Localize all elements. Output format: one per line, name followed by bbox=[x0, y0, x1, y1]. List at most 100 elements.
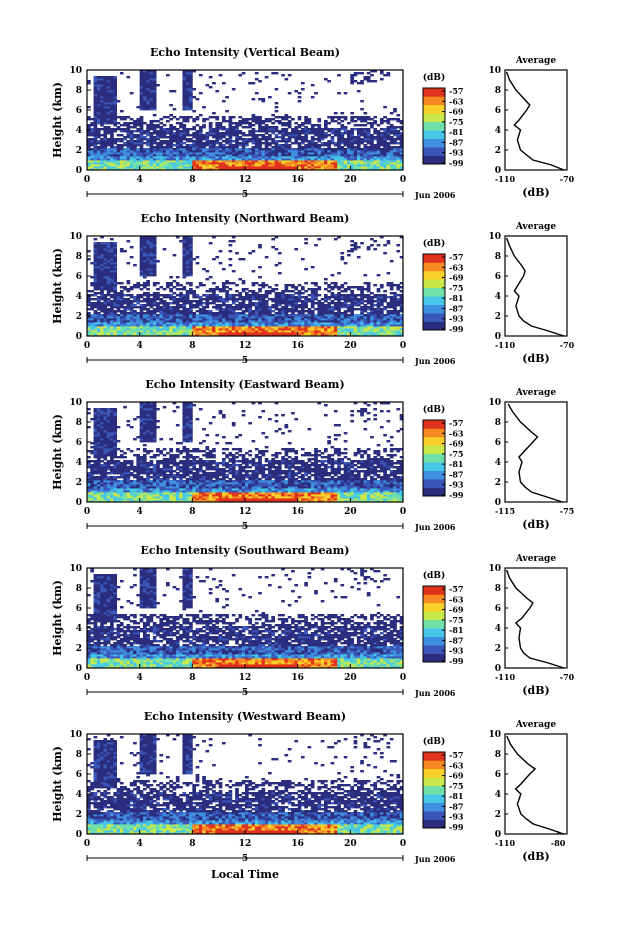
heatmap-cell bbox=[206, 84, 210, 86]
heatmap-cell bbox=[367, 72, 371, 74]
heatmap-cell bbox=[202, 302, 206, 304]
heatmap-cell bbox=[123, 142, 127, 144]
heatmap-cell bbox=[153, 114, 157, 116]
heatmap-cell bbox=[163, 116, 167, 118]
x-tick-label: 12 bbox=[239, 175, 252, 185]
heatmap-cell bbox=[396, 146, 400, 148]
heatmap-cell bbox=[317, 286, 321, 288]
heatmap-cell bbox=[337, 74, 341, 76]
heatmap-cell bbox=[127, 312, 131, 314]
heatmap-cell bbox=[202, 106, 206, 108]
heatmap-cell bbox=[182, 116, 186, 118]
y-tick-label: 2 bbox=[76, 146, 82, 156]
heatmap-cell bbox=[238, 302, 242, 304]
heatmap-cell bbox=[301, 258, 305, 260]
heatmap-cell bbox=[383, 314, 387, 316]
heatmap-cell bbox=[380, 294, 384, 296]
heatmap-cell bbox=[275, 102, 279, 104]
heatmap-cell bbox=[202, 284, 206, 286]
heatmap-cell bbox=[354, 116, 358, 118]
heatmap-cell bbox=[110, 294, 114, 296]
heatmap-cell bbox=[176, 282, 180, 284]
heatmap-cell bbox=[327, 290, 331, 292]
heatmap-cell bbox=[364, 116, 368, 118]
heatmap-cell bbox=[238, 136, 242, 138]
heatmap-cell bbox=[298, 100, 302, 102]
heatmap-cell bbox=[206, 118, 210, 120]
heatmap-cell bbox=[90, 122, 94, 124]
heatmap-cell bbox=[127, 288, 131, 290]
heatmap-cell bbox=[268, 142, 272, 144]
heatmap-cell bbox=[232, 270, 236, 272]
heatmap-cell bbox=[278, 120, 282, 122]
heatmap-cell bbox=[248, 252, 252, 254]
heatmap-cell bbox=[136, 282, 140, 284]
heatmap-cell bbox=[340, 252, 344, 254]
heatmap-cell bbox=[215, 256, 219, 258]
heatmap-cell bbox=[169, 282, 173, 284]
heatmap-cell bbox=[350, 290, 354, 292]
heatmap-cell bbox=[94, 298, 98, 300]
heatmap-cell bbox=[304, 144, 308, 146]
heatmap-cell bbox=[291, 118, 295, 120]
heatmap-cell bbox=[373, 120, 377, 122]
heatmap-cell bbox=[166, 302, 170, 304]
heatmap-cell bbox=[314, 138, 318, 140]
heatmap-cell bbox=[176, 118, 180, 120]
heatmap-cell bbox=[357, 124, 361, 126]
heatmap-cell bbox=[90, 302, 94, 304]
colorbar-tick-label: -81 bbox=[449, 127, 463, 137]
heatmap-cell bbox=[189, 144, 193, 146]
heatmap-cell bbox=[268, 96, 272, 98]
heatmap-cell bbox=[123, 298, 127, 300]
heatmap-cell bbox=[146, 138, 150, 140]
heatmap-cell bbox=[212, 312, 216, 314]
heatmap-cell bbox=[281, 116, 285, 118]
heatmap-cell bbox=[189, 116, 193, 118]
heatmap-cell bbox=[321, 298, 325, 300]
heatmap-cell bbox=[255, 78, 259, 80]
heatmap-cell bbox=[288, 120, 292, 122]
heatmap-cell bbox=[215, 304, 219, 306]
average-frame bbox=[505, 70, 567, 170]
heatmap-cell bbox=[179, 122, 183, 124]
heatmap-cell bbox=[206, 310, 210, 312]
heatmap-cell bbox=[219, 262, 223, 264]
heatmap-cell bbox=[189, 134, 193, 136]
heatmap-cell bbox=[383, 106, 387, 108]
heatmap-cell bbox=[222, 282, 226, 284]
heatmap-cell bbox=[123, 294, 127, 296]
heatmap-cell bbox=[153, 292, 157, 294]
heatmap-cell bbox=[173, 306, 177, 308]
heatmap-cell bbox=[324, 132, 328, 134]
heatmap-cell bbox=[314, 124, 318, 126]
heatmap-cell bbox=[285, 122, 289, 124]
heatmap-cell bbox=[166, 74, 170, 76]
heatmap-cell bbox=[314, 282, 318, 284]
heatmap-cell bbox=[215, 90, 219, 92]
heatmap-cell bbox=[235, 312, 239, 314]
heatmap-cell bbox=[97, 76, 101, 78]
heatmap-cell bbox=[176, 298, 180, 300]
heatmap-cell bbox=[324, 278, 328, 280]
heatmap-cell bbox=[159, 126, 163, 128]
heatmap-cell bbox=[196, 124, 200, 126]
heatmap-cell bbox=[100, 314, 104, 316]
heatmap-cell bbox=[357, 308, 361, 310]
heatmap-cell bbox=[304, 282, 308, 284]
heatmap-cell bbox=[166, 140, 170, 142]
heatmap-cell bbox=[354, 294, 358, 296]
heatmap-cell bbox=[304, 290, 308, 292]
heatmap-cell bbox=[294, 90, 298, 92]
heatmap-cell bbox=[229, 116, 233, 118]
heatmap-cell bbox=[340, 124, 344, 126]
heatmap-cell bbox=[196, 130, 200, 132]
heatmap-cell bbox=[396, 310, 400, 312]
heatmap-cell bbox=[324, 282, 328, 284]
heatmap-cell bbox=[255, 130, 259, 132]
heatmap-cell bbox=[136, 134, 140, 136]
heatmap-cell bbox=[357, 314, 361, 316]
heatmap-cell bbox=[334, 128, 338, 130]
heatmap-cell bbox=[294, 286, 298, 288]
heatmap-cell bbox=[268, 118, 272, 120]
